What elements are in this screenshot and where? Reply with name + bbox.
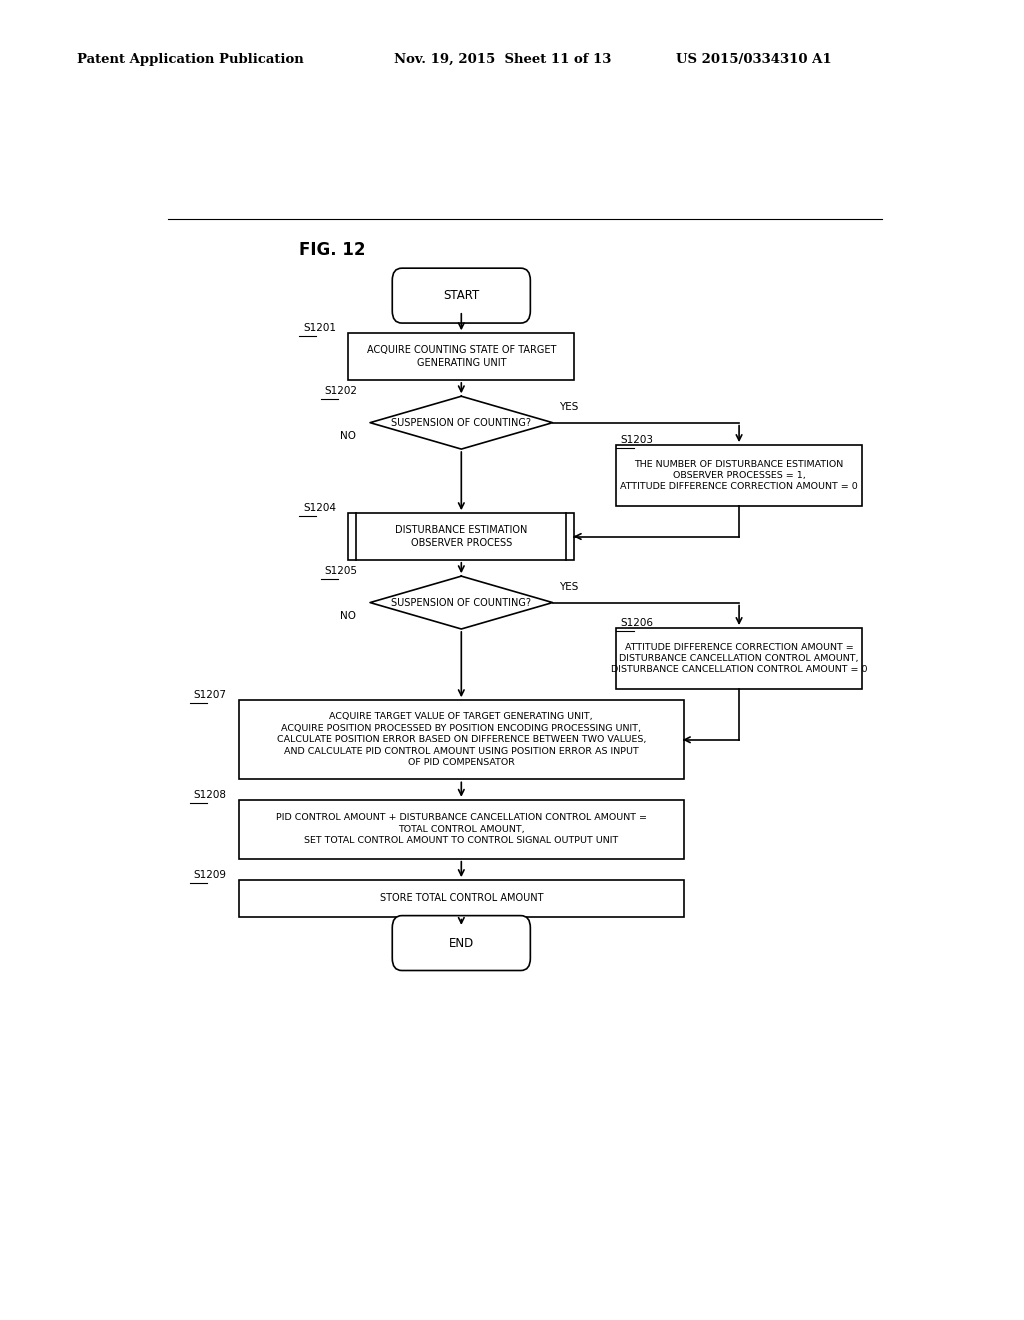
Text: THE NUMBER OF DISTURBANCE ESTIMATION
OBSERVER PROCESSES = 1,
ATTITUDE DIFFERENCE: THE NUMBER OF DISTURBANCE ESTIMATION OBS… bbox=[621, 459, 858, 491]
Text: YES: YES bbox=[559, 403, 579, 412]
Polygon shape bbox=[370, 396, 553, 449]
Text: S1205: S1205 bbox=[325, 566, 357, 576]
FancyBboxPatch shape bbox=[392, 268, 530, 323]
Text: NO: NO bbox=[340, 611, 355, 620]
Text: S1208: S1208 bbox=[194, 789, 227, 800]
Text: S1206: S1206 bbox=[620, 618, 653, 628]
Text: Patent Application Publication: Patent Application Publication bbox=[77, 53, 303, 66]
Text: S1209: S1209 bbox=[194, 870, 227, 880]
Bar bbox=[239, 880, 684, 916]
Text: FIG. 12: FIG. 12 bbox=[299, 240, 366, 259]
Bar bbox=[616, 628, 862, 689]
Text: YES: YES bbox=[559, 582, 579, 593]
Polygon shape bbox=[370, 576, 553, 630]
Bar bbox=[348, 333, 574, 380]
Text: S1201: S1201 bbox=[303, 323, 336, 333]
Text: S1203: S1203 bbox=[620, 436, 653, 445]
Text: NO: NO bbox=[340, 430, 355, 441]
Text: ACQUIRE COUNTING STATE OF TARGET
GENERATING UNIT: ACQUIRE COUNTING STATE OF TARGET GENERAT… bbox=[367, 346, 556, 368]
Text: US 2015/0334310 A1: US 2015/0334310 A1 bbox=[676, 53, 831, 66]
Text: ATTITUDE DIFFERENCE CORRECTION AMOUNT =
DISTURBANCE CANCELLATION CONTROL AMOUNT,: ATTITUDE DIFFERENCE CORRECTION AMOUNT = … bbox=[611, 643, 867, 675]
FancyBboxPatch shape bbox=[392, 916, 530, 970]
Text: END: END bbox=[449, 937, 474, 949]
Text: DISTURBANCE ESTIMATION
OBSERVER PROCESS: DISTURBANCE ESTIMATION OBSERVER PROCESS bbox=[395, 525, 527, 548]
Text: S1207: S1207 bbox=[194, 690, 227, 700]
Bar bbox=[239, 700, 684, 779]
Text: S1202: S1202 bbox=[325, 387, 357, 396]
Text: SUSPENSION OF COUNTING?: SUSPENSION OF COUNTING? bbox=[391, 598, 531, 607]
Text: PID CONTROL AMOUNT + DISTURBANCE CANCELLATION CONTROL AMOUNT =
TOTAL CONTROL AMO: PID CONTROL AMOUNT + DISTURBANCE CANCELL… bbox=[275, 813, 647, 845]
Text: ACQUIRE TARGET VALUE OF TARGET GENERATING UNIT,
ACQUIRE POSITION PROCESSED BY PO: ACQUIRE TARGET VALUE OF TARGET GENERATIN… bbox=[276, 713, 646, 767]
Text: Nov. 19, 2015  Sheet 11 of 13: Nov. 19, 2015 Sheet 11 of 13 bbox=[394, 53, 611, 66]
Bar bbox=[239, 800, 684, 859]
Text: SUSPENSION OF COUNTING?: SUSPENSION OF COUNTING? bbox=[391, 417, 531, 428]
Text: S1204: S1204 bbox=[303, 503, 336, 513]
Text: START: START bbox=[443, 289, 479, 302]
Bar bbox=[348, 513, 574, 560]
Text: STORE TOTAL CONTROL AMOUNT: STORE TOTAL CONTROL AMOUNT bbox=[380, 894, 543, 903]
Bar bbox=[616, 445, 862, 506]
